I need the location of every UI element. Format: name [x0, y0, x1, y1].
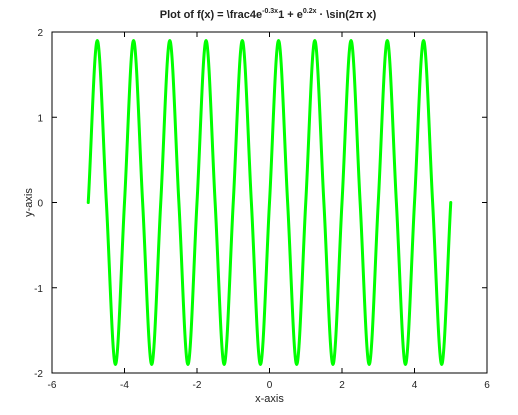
ticks-layer: -6 -4 -2 0 2 4 6 -2 -1 0 1 2: [34, 28, 490, 391]
y-tick-label: 1: [37, 113, 43, 124]
x-tick-label: -4: [120, 380, 129, 391]
y-tick-label: 2: [37, 28, 43, 39]
chart-title: Plot of f(x) = \frac4e-0.3x1 + e0.2x · \…: [160, 8, 377, 21]
y-tick-label: -1: [34, 284, 43, 295]
x-tick-label: 6: [484, 380, 490, 391]
x-axis-label: x-axis: [255, 393, 284, 405]
y-tick-label: -2: [34, 369, 43, 380]
x-tick-label: 4: [412, 380, 418, 391]
chart-title-prefix: Plot of f(x) = \frac4e: [160, 9, 262, 21]
y-tick-label: 0: [37, 199, 43, 210]
chart-title-sup1: -0.3x: [262, 8, 278, 15]
chart-title-middle: 1 + e: [278, 9, 303, 21]
series-layer: [86, 39, 453, 366]
x-tick-label: 0: [267, 380, 273, 391]
chart-title-sup2: 0.2x: [303, 8, 317, 15]
x-tick-label: -6: [48, 380, 57, 391]
y-axis-label: y-axis: [23, 188, 35, 217]
series-line: [86, 39, 453, 366]
x-tick-label: -2: [193, 380, 202, 391]
chart-title-suffix: · \sin(2π x): [317, 9, 377, 21]
x-tick-label: 2: [339, 380, 345, 391]
